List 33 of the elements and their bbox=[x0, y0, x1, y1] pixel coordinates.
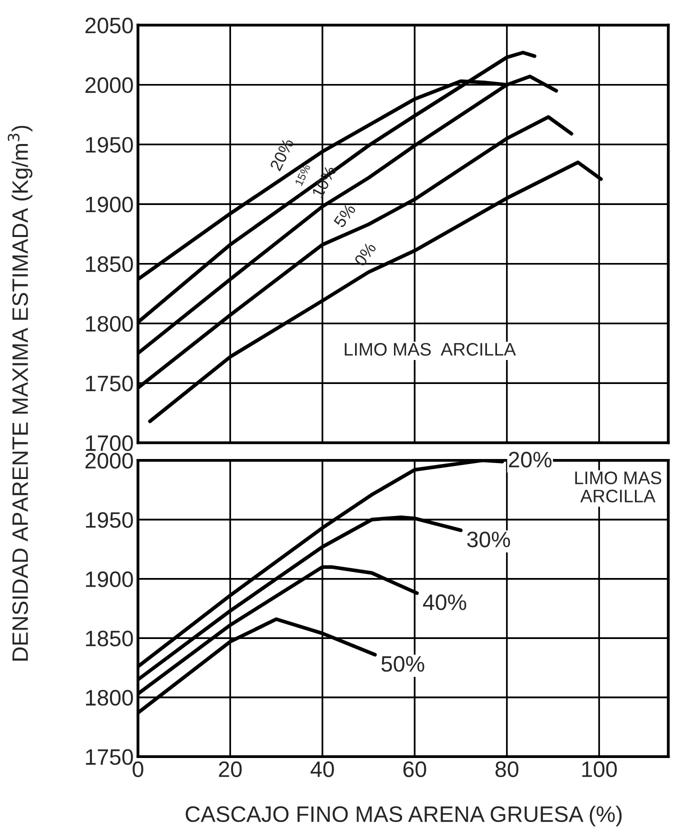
text: 0% bbox=[354, 241, 377, 267]
y-tick-label: 1700 bbox=[86, 435, 133, 452]
x-axis-title: CASCAJO FINO MAS ARENA GRUESA (%) bbox=[186, 806, 622, 826]
text: 5% bbox=[333, 202, 356, 228]
y-tick-label: 1750 bbox=[86, 376, 133, 392]
annotation: LIMO MAS ARCILLA bbox=[575, 471, 662, 502]
y-tick-label: 1850 bbox=[86, 630, 133, 646]
y-tick-label: 1950 bbox=[86, 136, 133, 153]
y-axis-title: DENSIDAD APARENTE MAXIMA ESTIMADA (Kg/m$^{3}$) bbox=[8, 126, 32, 661]
y-tick-label: 1800 bbox=[86, 690, 133, 706]
x-tick-label: 20 bbox=[218, 761, 242, 778]
y-tick-label: 2000 bbox=[85, 77, 133, 94]
series-label: 30% bbox=[467, 532, 510, 548]
y-tick-label: 1900 bbox=[86, 196, 133, 212]
x-tick-label: 0 bbox=[132, 761, 144, 778]
x-tick-label: 100 bbox=[582, 761, 617, 778]
text: 15% bbox=[294, 164, 311, 186]
series-label: 40% bbox=[423, 594, 466, 610]
y-tick-label: 1800 bbox=[86, 316, 133, 332]
x-tick-label: 60 bbox=[403, 761, 426, 778]
y-tick-label: 1850 bbox=[86, 256, 133, 272]
series-label: 20% bbox=[508, 452, 552, 468]
x-tick-label: 80 bbox=[495, 761, 518, 778]
y-tick-label: 1750 bbox=[86, 749, 133, 765]
y-tick-label: 2000 bbox=[85, 452, 133, 469]
y-tick-label: 2050 bbox=[85, 18, 133, 34]
text: 10% bbox=[312, 164, 337, 198]
series-label: 50% bbox=[381, 656, 424, 672]
text: 20% bbox=[270, 138, 294, 172]
y-tick-label: 1950 bbox=[86, 512, 133, 528]
annotation: LIMO MAS ARCILLA bbox=[344, 342, 516, 356]
y-tick-label: 1900 bbox=[86, 571, 133, 588]
x-tick-label: 40 bbox=[310, 761, 334, 778]
